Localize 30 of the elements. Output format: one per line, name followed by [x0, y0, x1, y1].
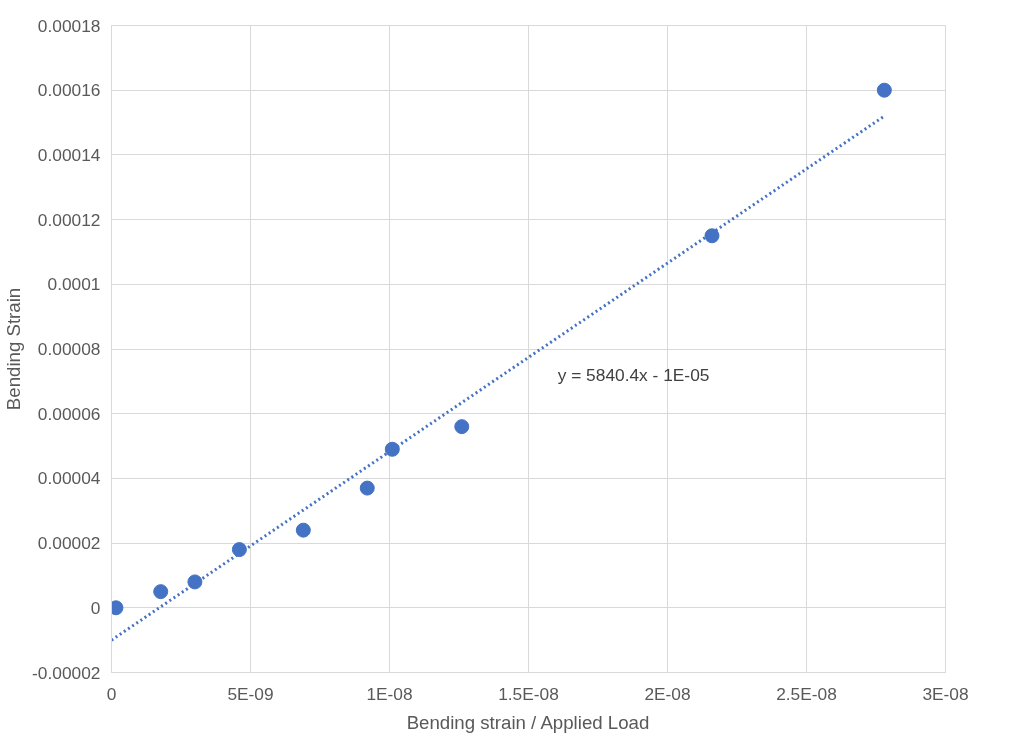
point	[295, 522, 311, 538]
x-tick-label: 0	[106, 683, 117, 704]
point	[384, 441, 400, 457]
x-tick-label: 1E-08	[366, 683, 413, 704]
point	[454, 419, 470, 435]
x-tick-label: 5E-09	[227, 683, 274, 704]
y-axis-title: Bending Strain	[3, 287, 25, 411]
y-tick-label: 0.0001	[47, 274, 101, 295]
x-tick-label: 2E-08	[644, 683, 691, 704]
y-tick-label: 0.00016	[37, 80, 101, 101]
point	[187, 574, 203, 590]
annotation: y = 5840.4x - 1E-05	[557, 364, 710, 385]
point	[153, 584, 169, 600]
point	[704, 228, 720, 244]
y-tick-label: 0.00018	[37, 15, 101, 36]
y-tick-label: -0.00002	[32, 662, 101, 683]
x-axis-title: Bending strain / Applied Load	[406, 711, 650, 733]
y-tick-label: 0.00002	[37, 533, 101, 554]
x-tick-label: 1.5E-08	[498, 683, 559, 704]
point	[231, 542, 247, 558]
x-tick-label: 2.5E-08	[776, 683, 837, 704]
y-tick-label: 0.00012	[37, 209, 101, 230]
point	[359, 480, 375, 496]
point	[876, 82, 892, 98]
y-tick-label: 0.00006	[37, 403, 101, 424]
y-tick-label: 0	[90, 597, 101, 618]
y-tick-label: 0.00004	[37, 468, 101, 489]
y-tick-label: 0.00008	[37, 339, 101, 359]
x-tick-label: 3E-08	[922, 683, 969, 704]
y-tick-label: 0.00014	[37, 144, 101, 165]
